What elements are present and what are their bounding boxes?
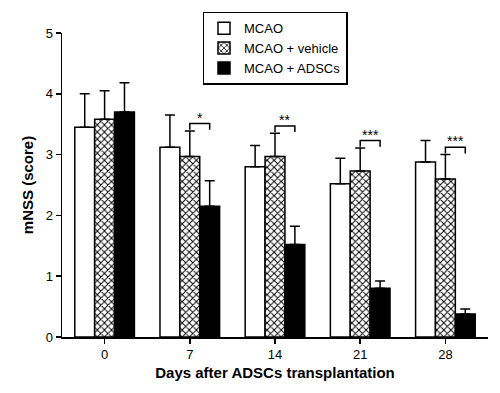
- svg-text:*: *: [197, 110, 203, 126]
- svg-text:***: ***: [362, 127, 379, 143]
- svg-text:14: 14: [268, 347, 282, 362]
- svg-text:1: 1: [46, 269, 53, 284]
- svg-text:21: 21: [353, 347, 367, 362]
- svg-text:4: 4: [46, 86, 53, 101]
- svg-text:MCAO: MCAO: [244, 21, 283, 36]
- svg-text:0: 0: [46, 330, 53, 345]
- svg-text:mNSS (score): mNSS (score): [19, 136, 36, 234]
- svg-text:Days after ADSCs transplantati: Days after ADSCs transplantation: [155, 364, 395, 381]
- svg-text:MCAO + ADSCs: MCAO + ADSCs: [244, 61, 340, 76]
- svg-text:***: ***: [447, 133, 464, 149]
- svg-text:7: 7: [186, 347, 193, 362]
- svg-text:2: 2: [46, 208, 53, 223]
- svg-text:3: 3: [46, 147, 53, 162]
- svg-text:5: 5: [46, 26, 53, 41]
- svg-text:MCAO + vehicle: MCAO + vehicle: [244, 41, 338, 56]
- svg-text:28: 28: [438, 347, 452, 362]
- svg-text:**: **: [279, 112, 290, 128]
- svg-text:0: 0: [101, 347, 108, 362]
